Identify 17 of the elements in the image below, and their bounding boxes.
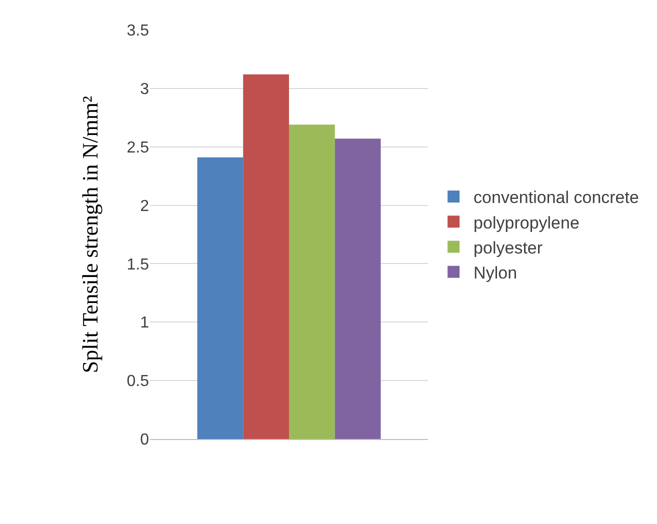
bar — [289, 124, 335, 439]
legend-label: Nylon — [474, 263, 518, 282]
legend-label: polyester — [474, 238, 543, 258]
y-tick-label: 1 — [140, 314, 150, 332]
bar — [197, 157, 244, 439]
y-tick-label: 0.5 — [126, 373, 150, 390]
y-tick-label: 2 — [140, 198, 150, 215]
y-tick-label: 3.5 — [126, 22, 150, 40]
y-axis-title: Split Tensile strength in N/mm² — [78, 95, 103, 374]
legend-label: conventional concrete — [474, 188, 639, 208]
bar — [334, 138, 381, 439]
y-tick-label: 1.5 — [126, 256, 150, 274]
y-tick-label: 2.5 — [126, 139, 150, 156]
bar — [243, 74, 289, 439]
y-tick-label: 0 — [140, 432, 150, 449]
legend-label: polypropylene — [474, 213, 580, 232]
y-tick-label: 3 — [140, 81, 150, 98]
